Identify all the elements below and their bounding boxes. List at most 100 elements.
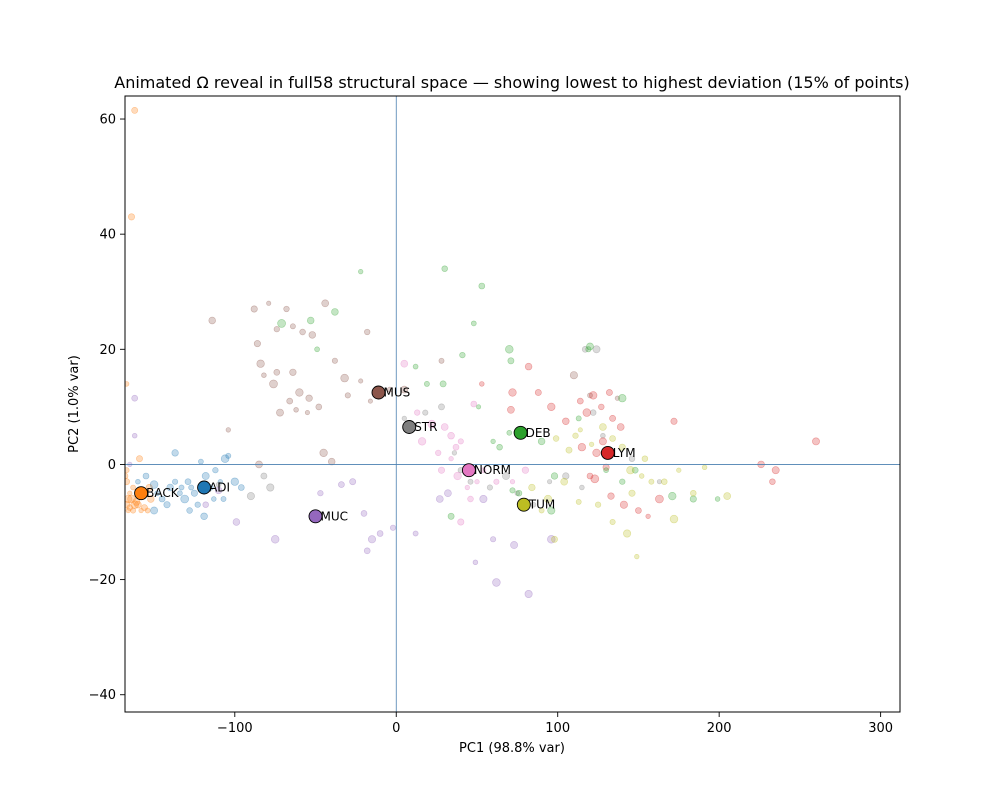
point-lym — [609, 414, 616, 422]
point-mus — [261, 372, 267, 378]
point-lym — [508, 388, 517, 397]
point-lym — [619, 500, 628, 509]
point-adi — [158, 495, 166, 503]
point-deb — [441, 265, 448, 272]
point-norm — [453, 471, 462, 481]
point-muc — [202, 501, 209, 508]
point-back — [130, 507, 137, 514]
point-back — [127, 490, 133, 496]
point-muc — [338, 481, 345, 488]
point-str — [215, 481, 222, 488]
point-back — [126, 504, 134, 511]
point-deb — [412, 363, 419, 370]
point-muc — [132, 433, 138, 439]
point-str — [246, 492, 255, 501]
point-str — [514, 490, 520, 496]
point-str — [592, 345, 601, 354]
point-adi — [217, 479, 223, 485]
point-tum — [641, 455, 649, 462]
point-norm — [400, 359, 409, 368]
centroid-label-back: BACK — [146, 486, 180, 500]
point-lym — [598, 403, 605, 411]
point-back — [125, 478, 130, 486]
point-muc — [435, 495, 444, 503]
point-norm — [448, 456, 454, 462]
point-mus — [614, 395, 621, 401]
centroid-deb — [513, 425, 528, 440]
point-deb — [537, 437, 546, 446]
point-adi — [212, 467, 219, 474]
point-norm — [414, 409, 421, 416]
point-str — [656, 479, 662, 485]
point-deb — [331, 308, 339, 316]
point-lym — [534, 389, 542, 396]
centroid-str — [402, 420, 417, 434]
point-muc — [510, 541, 518, 549]
point-mus — [286, 397, 294, 405]
point-str — [260, 472, 268, 480]
point-norm — [480, 467, 487, 474]
point-deb — [496, 444, 503, 451]
centroid-label-mus: MUS — [384, 386, 411, 400]
point-mus — [587, 392, 593, 399]
point-back — [127, 494, 136, 504]
point-lym — [635, 507, 642, 514]
centroid-label-lym: LYM — [613, 446, 636, 460]
y-axis: −40 −20 0 20 40 60 — [89, 113, 125, 703]
point-mus — [256, 359, 265, 368]
point-mus — [367, 398, 373, 404]
points-layer — [125, 107, 820, 598]
point-norm — [452, 443, 460, 451]
point-deb — [507, 357, 515, 365]
point-tum — [599, 423, 607, 431]
point-tum — [676, 467, 682, 473]
y-tick-label: 0 — [108, 458, 116, 473]
point-adi — [172, 478, 179, 485]
point-back — [125, 472, 129, 480]
point-mus — [344, 392, 351, 399]
point-deb — [314, 346, 320, 353]
x-tick-label: −100 — [217, 721, 253, 736]
point-muc — [472, 559, 479, 565]
point-norm — [457, 438, 464, 445]
point-tum — [723, 492, 732, 500]
point-adi — [230, 477, 239, 486]
point-muc — [363, 547, 371, 555]
point-mus — [305, 394, 313, 402]
point-deb — [689, 495, 697, 503]
point-mus — [269, 379, 278, 389]
point-back — [138, 507, 144, 514]
point-deb — [459, 352, 466, 359]
point-muc — [547, 535, 556, 544]
point-mus — [273, 368, 281, 376]
point-mus — [340, 373, 349, 383]
point-deb — [619, 478, 626, 485]
point-mus — [266, 300, 272, 306]
point-adi — [178, 484, 185, 491]
point-back — [140, 504, 148, 511]
point-lym — [589, 391, 598, 400]
point-back — [147, 495, 155, 503]
y-tick-label: 40 — [99, 228, 116, 243]
point-norm — [447, 432, 455, 440]
centroid-adi — [197, 480, 212, 495]
point-back — [136, 455, 143, 463]
point-back — [144, 507, 151, 514]
point-back — [125, 494, 133, 504]
point-deb — [603, 467, 609, 474]
point-tum — [669, 514, 679, 524]
x-tick-label: 100 — [545, 721, 570, 736]
point-str — [401, 415, 407, 422]
point-back — [145, 483, 153, 491]
point-tum — [565, 446, 573, 454]
point-deb — [631, 466, 639, 474]
point-mus — [438, 357, 445, 364]
point-deb — [478, 282, 486, 290]
point-adi — [171, 449, 179, 457]
point-norm — [464, 484, 470, 491]
centroid-label-str: STR — [414, 420, 437, 434]
point-lym — [769, 478, 776, 485]
point-mus — [295, 388, 304, 397]
point-mus — [253, 340, 261, 348]
